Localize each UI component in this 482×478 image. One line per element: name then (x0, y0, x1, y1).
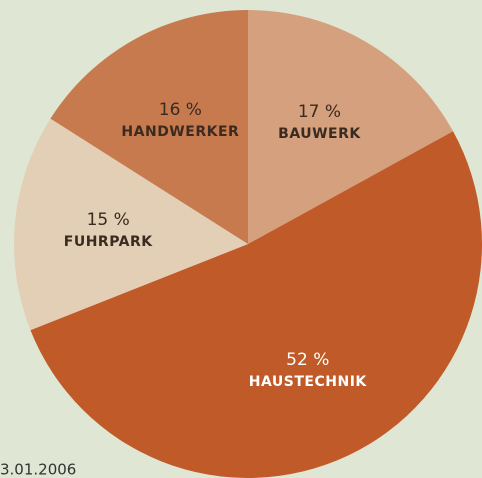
value-label: 52 % (286, 350, 329, 370)
footnote: 3.01.2006 (0, 461, 76, 478)
slice-label: HANDWERKER (121, 124, 239, 140)
slice-label: BAUWERK (278, 126, 361, 142)
value-label: 17 % (298, 102, 341, 122)
pie-slice (50, 10, 249, 244)
value-label: 15 % (87, 210, 130, 230)
labels: 17 % BAUWERK 52 % HAUSTECHNIK 15 % FUHRPARK 16… (64, 100, 368, 390)
slice-label: FUHRPARK (64, 234, 154, 250)
pie-slice (248, 10, 454, 244)
value-label: 16 % (159, 100, 202, 120)
pie-slice (30, 131, 482, 478)
pie-slice (13, 118, 248, 331)
slice-label: HAUSTECHNIK (249, 374, 368, 390)
pie (13, 10, 482, 478)
